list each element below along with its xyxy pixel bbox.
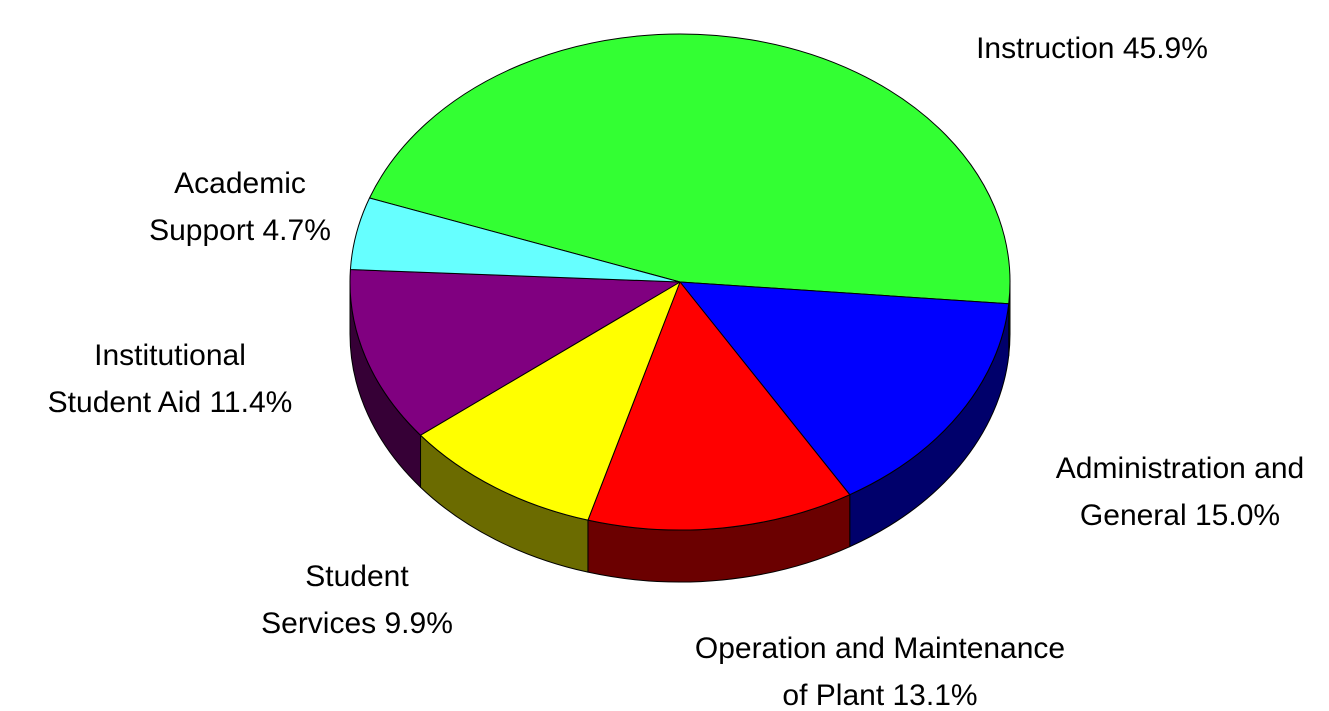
slice-label: General 15.0% [1080,499,1280,532]
slice [349,269,681,436]
slice-label: of Plant 13.1% [782,679,977,711]
slice-label: Institutional [94,339,246,372]
slice [369,33,1011,305]
slice-label: Administration and [1056,452,1304,485]
slice-label: Student [305,560,409,593]
slice-label: Instruction 45.9% [976,32,1208,65]
slice-label: Student Aid 11.4% [48,386,293,419]
slice-label: Services 9.9% [261,607,453,640]
slice-label: Academic [174,167,306,200]
slice [420,281,681,521]
slice-label: Support 4.7% [149,214,331,247]
slice [679,281,1010,496]
slice [587,281,851,531]
pie-top [349,33,1011,531]
slice-label: Operation and Maintenance [695,632,1065,665]
slice [349,197,681,283]
pie-sides [349,281,1011,583]
